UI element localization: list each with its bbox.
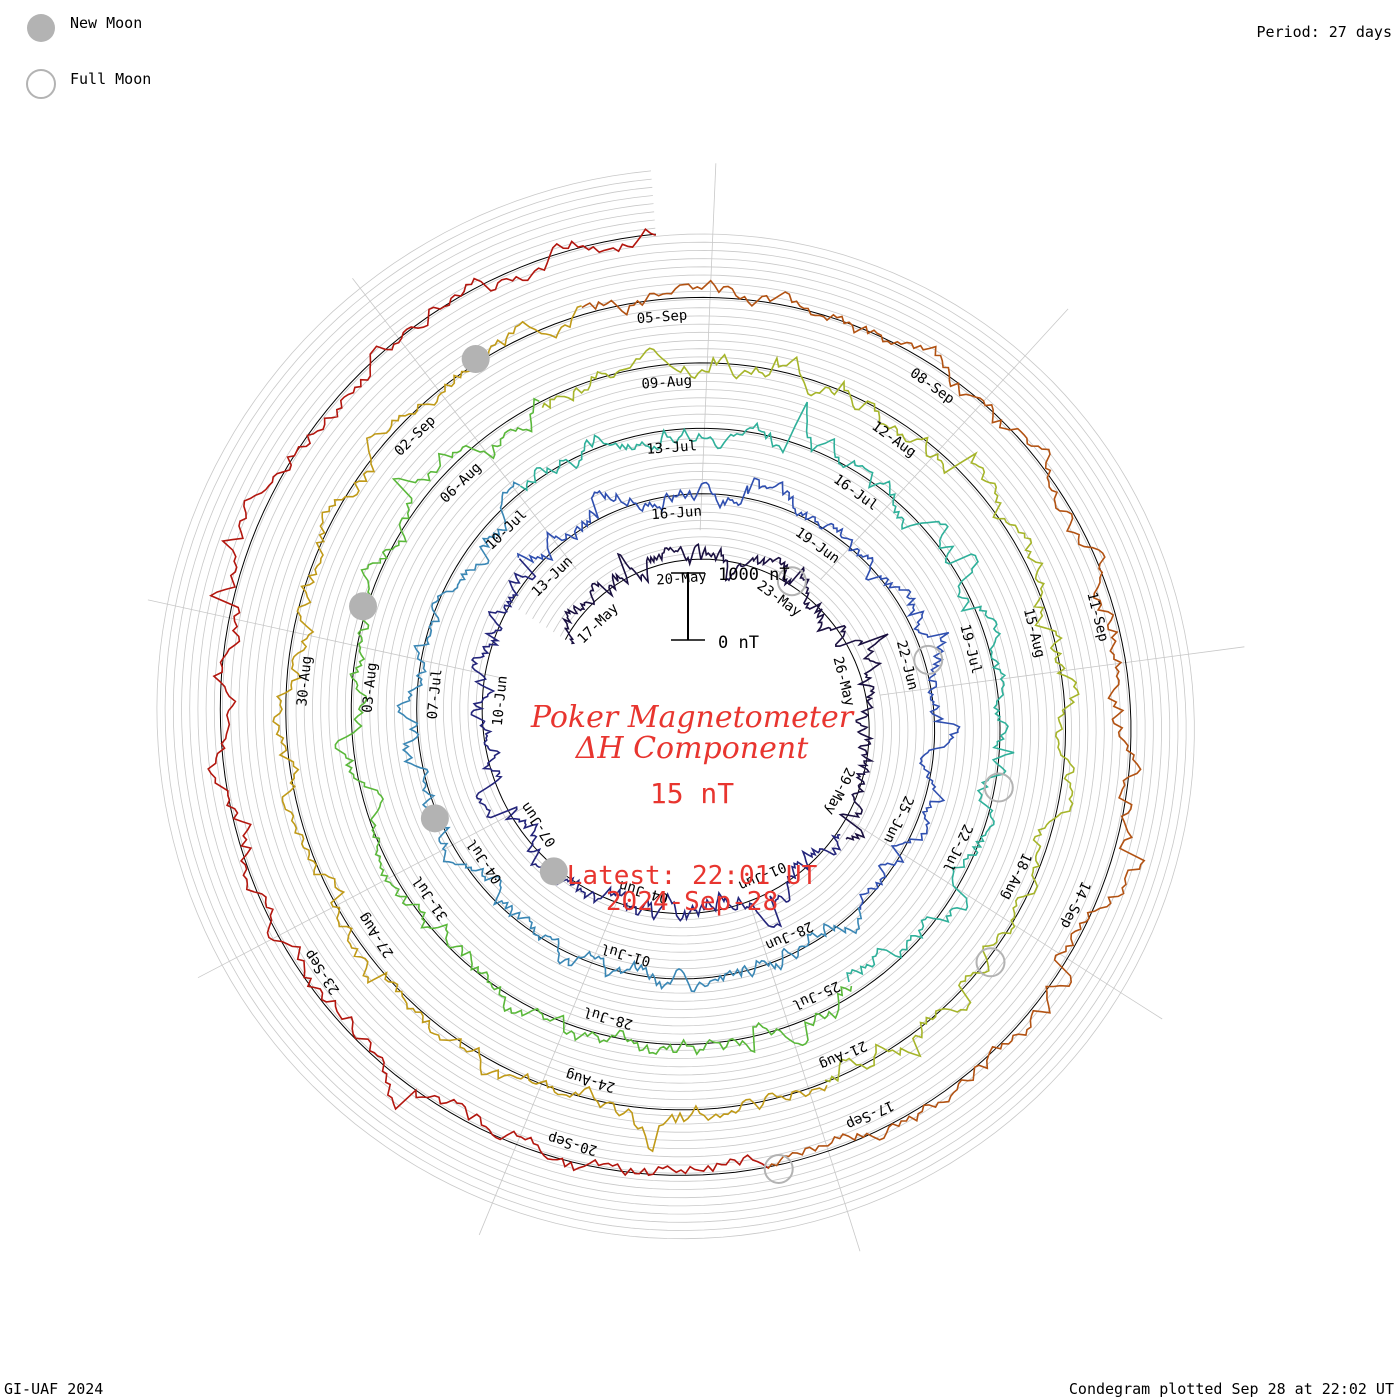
grid-spoke: [819, 308, 1069, 581]
full-moon-marker: [913, 644, 944, 675]
date-tick-label: 20-Sep: [546, 1129, 599, 1158]
legend-full-moon-label: Full Moon: [70, 70, 151, 88]
date-tick-label: 07-Jun: [518, 799, 560, 850]
legend: New Moon Full Moon: [26, 14, 151, 99]
moon-phase-markers: [349, 345, 1014, 1184]
date-tick-label: 19-Jul: [956, 623, 984, 676]
footer-plotted: Condegram plotted Sep 28 at 22:02 UT: [1069, 1380, 1394, 1398]
date-tick-label: 23-Sep: [301, 946, 343, 997]
date-tick-label: 22-Jun: [893, 639, 921, 692]
date-tick-label: 05-Sep: [636, 308, 688, 328]
date-tick-label: 10-Jun: [490, 675, 511, 727]
new-moon-marker: [349, 592, 378, 621]
date-tick-label: 28-Jun: [763, 918, 816, 953]
spiral-grid: [147, 163, 1245, 1252]
date-tick-label: 17-May: [575, 600, 622, 647]
date-tick-label: 25-Jun: [880, 793, 916, 846]
latest-time: Latest: 22:01 UT: [567, 861, 818, 891]
date-tick-label: 11-Sep: [1083, 590, 1111, 643]
date-tick-label: 13-Jul: [646, 438, 698, 458]
date-tick-label: 29-May: [821, 765, 857, 818]
full-moon-marker: [776, 566, 807, 597]
data-trace-segment: [561, 542, 889, 841]
data-traces: [207, 228, 1146, 1177]
period-label: Period: 27 days: [1257, 23, 1392, 41]
date-tick-label: 09-Aug: [641, 373, 693, 393]
date-tick-label: 06-Aug: [437, 460, 484, 507]
date-tick-label: 28-Jul: [582, 1003, 635, 1032]
grid-spoke: [852, 821, 1163, 1020]
grid-spiral-line: [172, 186, 1179, 1223]
new-moon-marker: [420, 804, 449, 833]
date-tick-label: 12-Aug: [869, 418, 919, 461]
title-line-1: Poker Magnetometer: [530, 700, 855, 735]
full-moon-marker: [975, 947, 1006, 978]
date-tick-label: 31-Jul: [410, 873, 452, 924]
grid-spiral-line: [164, 178, 1187, 1231]
scale-top-label: 1000 nT: [718, 565, 790, 585]
grid-spiral-line: [181, 195, 1171, 1215]
reference-spiral: [219, 233, 1132, 1176]
grid-spiral-line: [213, 227, 1138, 1182]
grid-spiral-line: [189, 203, 1162, 1207]
date-tick-label: 21-Aug: [817, 1037, 870, 1072]
data-trace-segment: [519, 401, 1015, 983]
new-moon-marker: [539, 857, 568, 886]
date-tick-label: 01-Jul: [599, 940, 652, 969]
date-tick-label: 03-Aug: [360, 662, 381, 714]
data-trace-segment: [272, 305, 828, 1153]
date-tick-label: 16-Jun: [651, 504, 703, 524]
grid-spoke: [352, 277, 577, 570]
data-trace-segment: [516, 477, 961, 910]
date-tick-label: 14-Sep: [1057, 878, 1093, 931]
full-moon-marker: [763, 1153, 794, 1184]
current-value: 15 nT: [650, 777, 734, 810]
data-trace-segment: [581, 279, 1146, 1170]
data-trace-segment: [334, 397, 853, 1056]
center-title: Poker Magnetometer ΔH Component 15 nT La…: [530, 700, 855, 917]
date-tick-label: 27-Aug: [356, 910, 398, 961]
data-trace-segment: [396, 481, 863, 993]
date-tick-label: 30-Aug: [294, 655, 315, 707]
grid-spoke: [699, 163, 717, 531]
date-tick-label: 16-Jul: [830, 471, 880, 514]
date-tick-label: 07-Jul: [425, 668, 446, 720]
data-trace-segment: [207, 228, 769, 1177]
grid-spoke: [147, 599, 507, 680]
date-tick-label: 22-Jul: [939, 822, 975, 875]
scale-bottom-label: 0 nT: [718, 633, 759, 653]
full-moon-marker: [983, 772, 1014, 803]
grid-spoke: [478, 895, 620, 1236]
data-trace-segment: [541, 347, 1080, 1083]
date-tick-label: 10-Jul: [483, 507, 530, 554]
date-tick-label: 25-Jul: [790, 977, 843, 1012]
footer-credit: GI-UAF 2024: [4, 1380, 103, 1398]
legend-new-moon-label: New Moon: [70, 14, 142, 32]
new-moon-icon: [27, 14, 55, 42]
full-moon-icon: [26, 69, 56, 99]
grid-spoke: [197, 807, 524, 979]
new-moon-marker: [461, 345, 490, 374]
latest-date: 2024-Sep-28: [606, 887, 778, 917]
title-line-2: ΔH Component: [575, 731, 809, 766]
grid-spoke: [748, 901, 861, 1252]
scale-bar: 1000 nT 0 nT: [671, 565, 790, 653]
date-tick-label: 15-Aug: [1020, 607, 1048, 660]
date-tick-label: 20-May: [656, 569, 708, 589]
reference-spiral-line: [219, 233, 1132, 1176]
grid-spiral-line: [197, 211, 1154, 1199]
